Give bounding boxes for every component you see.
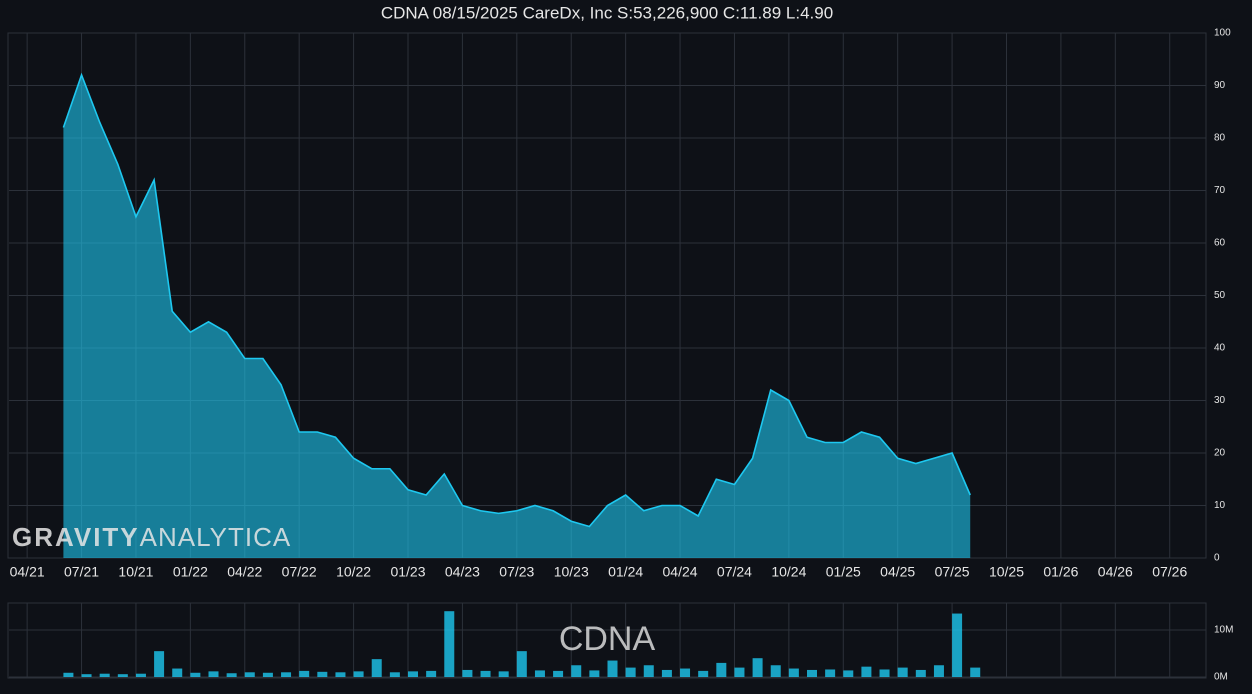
volume-bar — [915, 669, 926, 677]
volume-bar — [661, 669, 672, 677]
volume-bar — [716, 662, 727, 677]
y-tick-label: 20 — [1214, 448, 1226, 459]
x-tick-label: 07/26 — [1152, 564, 1187, 580]
x-tick-label: 04/23 — [445, 564, 480, 580]
y-tick-label: 80 — [1214, 133, 1226, 144]
plot-border — [7, 602, 1207, 679]
volume-bar — [625, 667, 636, 677]
x-tick-label: 04/22 — [227, 564, 262, 580]
volume-bar — [770, 665, 781, 677]
volume-bar — [553, 670, 564, 677]
volume-bar — [81, 674, 92, 677]
x-tick-label: 01/26 — [1043, 564, 1078, 580]
price-line — [62, 72, 971, 528]
x-tick-label: 10/22 — [336, 564, 371, 580]
y-tick-label: 10 — [1214, 500, 1226, 511]
y-tick-label: 40 — [1214, 343, 1226, 354]
y-tick-label: 70 — [1214, 185, 1226, 196]
volume-bar — [226, 673, 237, 677]
y-tick-label: 0M — [1214, 672, 1228, 683]
volume-bar — [99, 673, 110, 677]
y-tick-label: 10M — [1214, 625, 1233, 636]
volume-bar — [698, 670, 709, 677]
x-tick-label: 07/25 — [935, 564, 970, 580]
volume-bar — [353, 671, 364, 677]
y-tick-label: 90 — [1214, 80, 1226, 91]
y-tick-label: 100 — [1214, 28, 1231, 39]
price-area — [63, 75, 971, 558]
volume-bar — [299, 670, 310, 677]
volume-bar — [117, 674, 128, 677]
volume-watermark: CDNA — [559, 620, 656, 658]
x-tick-label: 07/22 — [282, 564, 317, 580]
volume-bar — [643, 665, 654, 677]
volume-bar — [516, 651, 527, 677]
y-tick-label: 0 — [1214, 553, 1220, 564]
volume-bar — [480, 670, 491, 677]
volume-bar — [335, 672, 346, 677]
volume-bar — [498, 671, 509, 677]
watermark-light: ANALYTICA — [140, 522, 292, 552]
volume-bar — [534, 670, 545, 677]
watermark-bold: GRAVITY — [12, 522, 140, 552]
x-tick-label: 07/21 — [64, 564, 99, 580]
volume-bar — [408, 671, 418, 677]
y-tick-label: 30 — [1214, 395, 1226, 406]
watermark: GRAVITYANALYTICA — [12, 522, 291, 552]
x-tick-label: 01/22 — [173, 564, 208, 580]
chart-title: CDNA 08/15/2025 CareDx, Inc S:53,226,900… — [381, 3, 833, 22]
volume-bar — [970, 667, 981, 677]
volume-bar — [63, 672, 74, 677]
volume-bar — [879, 669, 890, 677]
volume-bar — [788, 668, 799, 677]
x-tick-label: 04/24 — [663, 564, 698, 580]
volume-bar — [607, 660, 618, 677]
volume-bar — [154, 651, 165, 677]
x-tick-label: 01/25 — [826, 564, 861, 580]
x-tick-label: 04/26 — [1098, 564, 1133, 580]
volume-bar — [807, 669, 817, 677]
y-tick-label: 60 — [1214, 238, 1226, 249]
volume-bar — [825, 669, 836, 677]
volume-bar — [262, 672, 273, 677]
volume-bar — [135, 673, 146, 677]
volume-bar — [843, 670, 854, 677]
volume-bar — [571, 665, 582, 677]
volume-bar — [933, 665, 944, 677]
volume-bar — [389, 672, 400, 677]
volume-bar — [208, 671, 219, 677]
volume-bar — [952, 613, 963, 677]
volume-bar — [680, 668, 691, 677]
volume-bar — [589, 670, 600, 677]
x-tick-label: 10/24 — [771, 564, 806, 580]
volume-bar — [371, 659, 382, 677]
x-tick-label: 07/23 — [499, 564, 534, 580]
volume-bar — [462, 669, 473, 677]
volume-bar — [244, 672, 255, 677]
volume-bar — [897, 667, 908, 677]
y-tick-label: 50 — [1214, 290, 1226, 301]
volume-bar — [861, 666, 872, 677]
volume-bar — [734, 667, 745, 677]
x-tick-label: 10/23 — [554, 564, 589, 580]
x-tick-label: 01/23 — [390, 564, 425, 580]
x-tick-label: 10/25 — [989, 564, 1024, 580]
x-tick-label: 07/24 — [717, 564, 752, 580]
volume-bar — [172, 668, 183, 677]
volume-bar — [281, 672, 292, 677]
volume-bar — [444, 611, 455, 677]
x-tick-label: 01/24 — [608, 564, 643, 580]
x-tick-label: 04/21 — [10, 564, 45, 580]
volume-bar — [752, 658, 763, 677]
volume-bar — [317, 671, 328, 677]
volume-bar — [190, 672, 201, 677]
x-tick-label: 10/21 — [118, 564, 153, 580]
volume-bar — [426, 670, 437, 677]
x-tick-label: 04/25 — [880, 564, 915, 580]
